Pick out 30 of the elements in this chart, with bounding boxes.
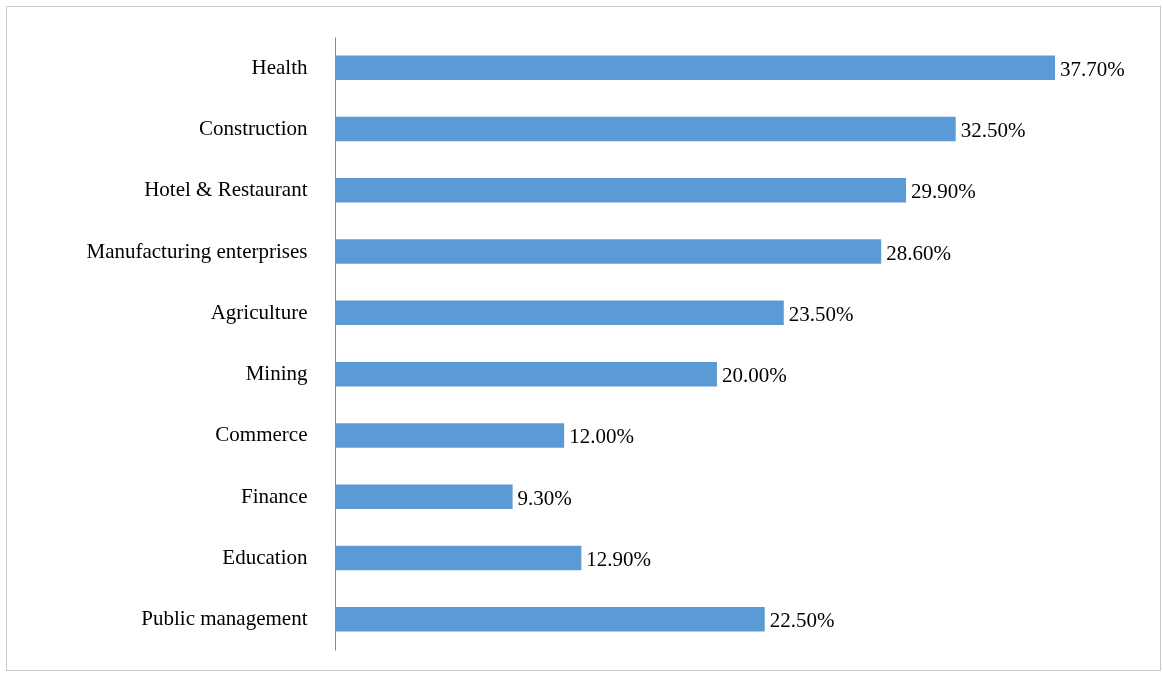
y-tick-label: Hotel & Restaurant [144, 177, 308, 202]
bar [335, 300, 784, 326]
bar [335, 361, 717, 387]
y-tick-label: Public management [141, 606, 308, 631]
bar [335, 55, 1055, 80]
bar [335, 239, 882, 264]
data-label: 9.30% [517, 485, 572, 510]
bar [335, 545, 582, 571]
bar [335, 116, 956, 142]
data-label: 22.50% [769, 608, 835, 633]
data-label: 20.00% [721, 363, 787, 388]
y-tick-label: Health [251, 54, 308, 79]
data-label: 29.90% [911, 179, 976, 204]
data-label: 37.70% [1060, 56, 1125, 81]
data-label: 28.60% [886, 240, 951, 265]
bar [335, 484, 513, 510]
y-tick-label: Mining [245, 361, 308, 386]
bar [335, 423, 565, 448]
y-tick-label: Agriculture [210, 299, 308, 324]
y-tick-label: Construction [199, 115, 308, 140]
y-tick-label: Manufacturing enterprises [86, 238, 308, 263]
data-label: 23.50% [788, 301, 854, 326]
y-tick-label: Finance [241, 483, 308, 508]
bar [335, 607, 765, 632]
data-label: 12.90% [586, 547, 652, 572]
data-label: 32.50% [960, 117, 1026, 142]
data-label: 12.00% [569, 424, 634, 449]
y-tick-label: Commerce [215, 422, 308, 447]
y-tick-label: Education [222, 545, 308, 570]
bar [335, 177, 907, 203]
